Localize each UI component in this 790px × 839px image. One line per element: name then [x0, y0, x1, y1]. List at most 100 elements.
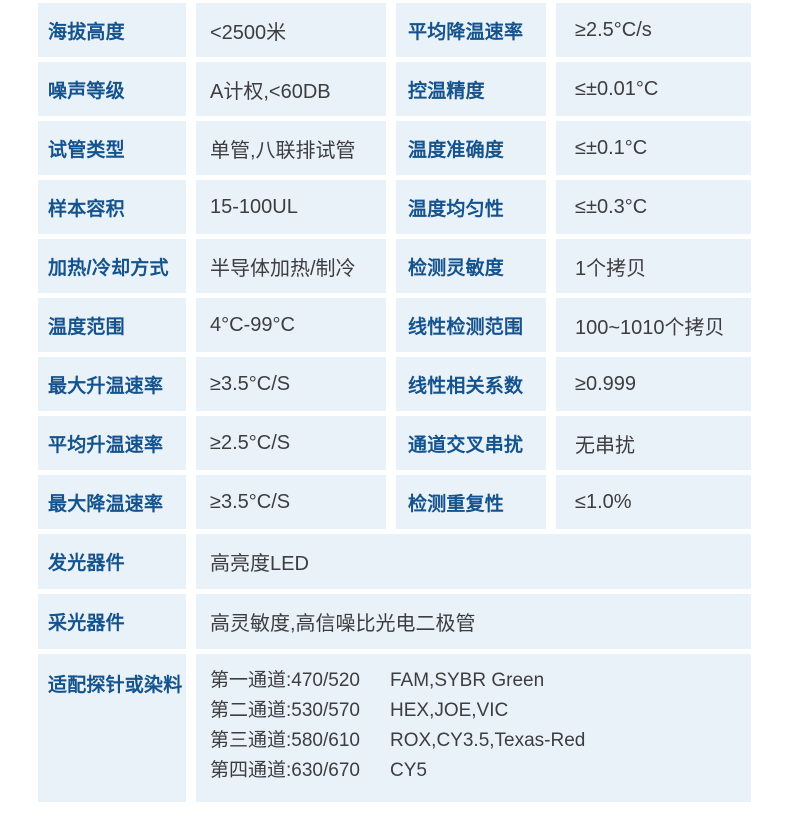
- spec-row: 加热/冷却方式 半导体加热/制冷 检测灵敏度 1个拷贝: [38, 239, 751, 293]
- spec-value: 半导体加热/制冷: [210, 257, 356, 280]
- spec-label-cell: 海拔高度: [38, 3, 186, 57]
- probe-channel-dyes: FAM,SYBR Green: [390, 670, 545, 691]
- probe-channel-dyes: ROX,CY3.5,Texas-Red: [390, 730, 586, 751]
- spec-value: ≤±0.01°C: [575, 77, 659, 100]
- spec-label-cell: 样本容积: [38, 180, 186, 234]
- spec-value-cell: <2500米: [196, 3, 386, 57]
- probe-channel-name: 第四通道:630/670: [210, 760, 360, 781]
- spec-value-cell: ≤±0.1°C: [556, 121, 751, 175]
- spec-row: 海拔高度 <2500米 平均降温速率 ≥2.5°C/s: [38, 3, 751, 57]
- spec-label-cell: 检测重复性: [396, 475, 546, 529]
- probe-channel-line: 第一通道:470/520 FAM,SYBR Green: [210, 666, 585, 696]
- spec-label-cell: 线性检测范围: [396, 298, 546, 352]
- spec-label: 温度范围: [48, 316, 125, 338]
- spec-value: 4°C-99°C: [210, 313, 295, 336]
- spec-label-cell: 最大升温速率: [38, 357, 186, 411]
- spec-label: 平均升温速率: [48, 434, 164, 456]
- spec-label: 控温精度: [408, 80, 485, 102]
- spec-row: 样本容积 15-100UL 温度均匀性 ≤±0.3°C: [38, 180, 751, 234]
- spec-value-cell: ≤±0.01°C: [556, 62, 751, 116]
- spec-row: 试管类型 单管,八联排试管 温度准确度 ≤±0.1°C: [38, 121, 751, 175]
- spec-label-cell: 加热/冷却方式: [38, 239, 186, 293]
- spec-label: 采光器件: [48, 613, 125, 634]
- spec-value: A计权,<60DB: [210, 80, 331, 103]
- spec-value: <2500米: [210, 21, 287, 44]
- spec-row-wide: 发光器件 高亮度LED: [38, 534, 751, 589]
- spec-value-cell: 4°C-99°C: [196, 298, 386, 352]
- spec-label: 最大降温速率: [48, 493, 164, 515]
- spec-value: ≥3.5°C/S: [210, 372, 291, 395]
- spec-label: 温度均匀性: [408, 198, 505, 220]
- spec-row-probes: 适配探针或染料 第一通道:470/520 FAM,SYBR Green 第二通道…: [38, 654, 751, 802]
- probe-channel-line: 第四通道:630/670 CY5: [210, 756, 585, 786]
- spec-value-cell: ≤±0.3°C: [556, 180, 751, 234]
- spec-label-cell: 平均降温速率: [396, 3, 546, 57]
- spec-value: 单管,八联排试管: [210, 139, 356, 162]
- spec-label-cell: 采光器件: [38, 594, 186, 649]
- spec-value: 高亮度LED: [210, 553, 309, 575]
- spec-row: 温度范围 4°C-99°C 线性检测范围 100~1010个拷贝: [38, 298, 751, 352]
- spec-value: ≤1.0%: [575, 490, 632, 513]
- spec-value-cell: 高灵敏度,高信噪比光电二极管: [196, 594, 751, 649]
- spec-value: ≥2.5°C/s: [575, 18, 652, 41]
- spec-value: 1个拷贝: [575, 257, 647, 280]
- spec-value-cell: A计权,<60DB: [196, 62, 386, 116]
- probe-channel-dyes: HEX,JOE,VIC: [390, 700, 509, 721]
- spec-value: 高灵敏度,高信噪比光电二极管: [210, 613, 476, 635]
- spec-value-cell: ≥3.5°C/S: [196, 357, 386, 411]
- spec-label: 适配探针或染料: [48, 675, 183, 696]
- spec-label-cell: 适配探针或染料: [38, 654, 186, 802]
- spec-value-cell: ≥2.5°C/S: [196, 416, 386, 470]
- spec-label-cell: 控温精度: [396, 62, 546, 116]
- spec-label-cell: 发光器件: [38, 534, 186, 589]
- spec-value-cell: 单管,八联排试管: [196, 121, 386, 175]
- spec-value: 100~1010个拷贝: [575, 316, 725, 339]
- probe-channel-line: 第三通道:580/610 ROX,CY3.5,Texas-Red: [210, 726, 585, 756]
- spec-value-cell: ≥0.999: [556, 357, 751, 411]
- spec-label-cell: 平均升温速率: [38, 416, 186, 470]
- spec-label: 检测重复性: [408, 493, 505, 515]
- spec-value-cell: 高亮度LED: [196, 534, 751, 589]
- probe-channel-name: 第一通道:470/520: [210, 670, 360, 691]
- spec-label: 线性相关系数: [408, 375, 524, 397]
- spec-value: ≤±0.1°C: [575, 136, 648, 159]
- spec-label-cell: 线性相关系数: [396, 357, 546, 411]
- spec-label: 通道交叉串扰: [408, 434, 524, 456]
- spec-row: 噪声等级 A计权,<60DB 控温精度 ≤±0.01°C: [38, 62, 751, 116]
- spec-label: 试管类型: [48, 139, 125, 161]
- spec-label-cell: 温度准确度: [396, 121, 546, 175]
- spec-label: 加热/冷却方式: [48, 257, 169, 279]
- spec-value-cell: ≥3.5°C/S: [196, 475, 386, 529]
- spec-row: 平均升温速率 ≥2.5°C/S 通道交叉串扰 无串扰: [38, 416, 751, 470]
- probe-channel-name: 第三通道:580/610: [210, 730, 360, 751]
- spec-value-cell: 第一通道:470/520 FAM,SYBR Green 第二通道:530/570…: [196, 654, 751, 802]
- spec-label: 发光器件: [48, 553, 125, 574]
- spec-label-cell: 最大降温速率: [38, 475, 186, 529]
- spec-row-wide: 采光器件 高灵敏度,高信噪比光电二极管: [38, 594, 751, 649]
- spec-value-cell: ≥2.5°C/s: [556, 3, 751, 57]
- spec-value: 15-100UL: [210, 195, 298, 218]
- probe-channel-list: 第一通道:470/520 FAM,SYBR Green 第二通道:530/570…: [196, 654, 585, 786]
- spec-value: 无串扰: [575, 434, 635, 457]
- spec-label: 最大升温速率: [48, 375, 164, 397]
- spec-value-cell: 半导体加热/制冷: [196, 239, 386, 293]
- spec-value-cell: 1个拷贝: [556, 239, 751, 293]
- spec-row: 最大升温速率 ≥3.5°C/S 线性相关系数 ≥0.999: [38, 357, 751, 411]
- spec-label-cell: 试管类型: [38, 121, 186, 175]
- spec-label-cell: 温度范围: [38, 298, 186, 352]
- probe-channel-name: 第二通道:530/570: [210, 700, 360, 721]
- spec-label: 线性检测范围: [408, 316, 524, 338]
- spec-row: 最大降温速率 ≥3.5°C/S 检测重复性 ≤1.0%: [38, 475, 751, 529]
- specification-table: 海拔高度 <2500米 平均降温速率 ≥2.5°C/s 噪声等级 A计权,<60…: [38, 3, 751, 802]
- spec-label-cell: 温度均匀性: [396, 180, 546, 234]
- spec-label: 平均降温速率: [408, 21, 524, 43]
- spec-label: 样本容积: [48, 198, 125, 220]
- spec-value: ≥0.999: [575, 372, 637, 395]
- spec-label: 温度准确度: [408, 139, 505, 161]
- spec-value-cell: 15-100UL: [196, 180, 386, 234]
- spec-value-cell: 无串扰: [556, 416, 751, 470]
- spec-label: 检测灵敏度: [408, 257, 505, 279]
- spec-label-cell: 噪声等级: [38, 62, 186, 116]
- spec-value: ≥3.5°C/S: [210, 490, 291, 513]
- spec-label-cell: 通道交叉串扰: [396, 416, 546, 470]
